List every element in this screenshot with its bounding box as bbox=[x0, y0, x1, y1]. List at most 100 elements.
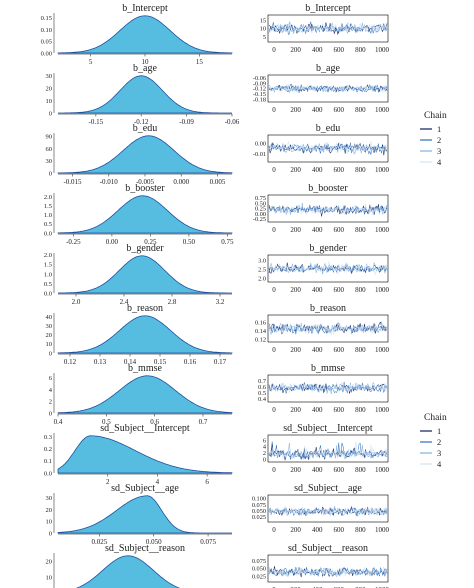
density-y-tick-label: 40 bbox=[46, 314, 53, 321]
trace-y-tick-label: 2 bbox=[263, 450, 266, 457]
trace-line-chain-1 bbox=[268, 323, 388, 336]
trace-line-chain-2 bbox=[268, 442, 388, 461]
density-y-tick-label: 0.3 bbox=[44, 434, 52, 441]
trace-line-chain-3 bbox=[268, 83, 388, 93]
density-x-tick-label: 0.4 bbox=[54, 418, 63, 426]
trace-line-chain-3 bbox=[268, 566, 388, 577]
density-y-tick-label: 60 bbox=[46, 146, 53, 153]
density-x-tick-label: -0.010 bbox=[100, 178, 119, 186]
trace-x-tick-label: 800 bbox=[355, 46, 366, 54]
density-x-tick-label: 10 bbox=[142, 58, 150, 66]
density-x-tick-label: 0.50 bbox=[183, 238, 196, 246]
trace-title: b_edu bbox=[316, 123, 340, 134]
trace-y-tick-label: 0.14 bbox=[255, 328, 267, 335]
trace-x-tick-label: 0 bbox=[272, 466, 276, 474]
trace-frame bbox=[267, 434, 389, 463]
legend-label: 1 bbox=[437, 426, 441, 436]
trace-x-tick-label: 1000 bbox=[375, 346, 390, 354]
trace-x-tick-label: 800 bbox=[355, 226, 366, 234]
density-area bbox=[57, 375, 233, 414]
density-y-tick-label: 0 bbox=[49, 350, 52, 357]
trace-x-tick-label: 400 bbox=[312, 46, 323, 54]
trace-title: b_age bbox=[316, 63, 340, 74]
trace-y-tick-label: 6 bbox=[263, 437, 266, 444]
trace-y-tick-label: 0.075 bbox=[252, 502, 266, 509]
density-y-tick-label: 0.05 bbox=[41, 39, 52, 46]
trace-y-tick-label: 0.16 bbox=[255, 319, 266, 326]
trace-title: b_reason bbox=[310, 303, 346, 314]
trace-y-tick-label: 2.5 bbox=[258, 267, 266, 274]
trace-x-tick-label: 400 bbox=[312, 466, 323, 474]
trace-x-tick-label: 1000 bbox=[375, 166, 390, 174]
trace-x-tick-label: 1000 bbox=[375, 286, 390, 294]
trace-x-tick-label: 200 bbox=[290, 166, 301, 174]
trace-line-chain-2 bbox=[268, 321, 388, 335]
density-x-tick-label: 0.75 bbox=[221, 238, 234, 246]
trace-x-tick-label: 600 bbox=[334, 526, 345, 534]
density-x-tick-label: 0.25 bbox=[144, 238, 157, 246]
density-panel: b_reason 0.12 0.13 0.14 0.15 0.16 0.17 0 10 20 30 4… bbox=[46, 303, 233, 366]
density-panel: b_Intercept 5 10 15 0.00 0.05 0.10 0.15 bbox=[41, 3, 233, 66]
trace-x-tick-label: 600 bbox=[334, 166, 345, 174]
density-panel: sd_Subject__Intercept 2 4 6 0.0 0.1 0.2 0.3 bbox=[44, 423, 233, 486]
density-title: b_Intercept bbox=[122, 3, 168, 14]
trace-title: b_Intercept bbox=[305, 3, 351, 14]
trace-line-chain-1 bbox=[268, 441, 388, 460]
density-x-tick-label: -0.12 bbox=[134, 118, 149, 126]
density-y-tick-label: 2.0 bbox=[44, 194, 52, 201]
density-y-tick-label: 0 bbox=[49, 170, 52, 177]
density-y-tick-label: 0 bbox=[49, 530, 52, 537]
density-x-tick-label: 0.17 bbox=[214, 358, 227, 366]
legend-title: Chain bbox=[424, 111, 447, 121]
density-y-tick-label: 10 bbox=[46, 98, 53, 105]
density-y-tick-label: 2.0 bbox=[44, 252, 52, 259]
trace-y-tick-label: -0.12 bbox=[253, 86, 266, 93]
trace-y-tick-label: 0.6 bbox=[258, 384, 266, 391]
trace-y-tick-label: 0.025 bbox=[252, 514, 266, 521]
density-x-tick-label: 0.7 bbox=[199, 418, 208, 426]
density-x-tick-label: 4 bbox=[156, 478, 160, 486]
density-y-tick-label: 10 bbox=[46, 341, 53, 348]
trace-y-tick-label: -0.15 bbox=[253, 91, 266, 98]
density-y-tick-label: 0.0 bbox=[44, 290, 52, 297]
density-x-tick-label: 0.000 bbox=[173, 178, 189, 186]
trace-x-tick-label: 0 bbox=[272, 46, 276, 54]
density-panel: b_gender 2.0 2.4 2.8 3.2 0.0 0.5 1.0 1.5 2.0 bbox=[44, 243, 232, 306]
trace-line-chain-1 bbox=[268, 506, 388, 517]
trace-y-tick-label: -0.09 bbox=[253, 80, 266, 87]
legend-label: 3 bbox=[437, 448, 441, 458]
density-area bbox=[57, 15, 233, 54]
trace-line-chain-3 bbox=[268, 322, 388, 335]
trace-x-tick-label: 600 bbox=[334, 46, 345, 54]
density-title: b_edu bbox=[133, 123, 157, 134]
trace-frame bbox=[267, 374, 389, 403]
trace-y-tick-label: 3.0 bbox=[258, 258, 266, 265]
density-x-tick-label: -0.06 bbox=[225, 118, 240, 126]
density-y-tick-label: 30 bbox=[46, 73, 53, 80]
trace-line-chain-1 bbox=[268, 21, 388, 34]
density-x-tick-label: 3.2 bbox=[216, 298, 225, 306]
trace-y-tick-label: 0.050 bbox=[252, 566, 266, 573]
density-y-tick-label: 0 bbox=[49, 110, 52, 117]
trace-x-tick-label: 400 bbox=[312, 406, 323, 414]
trace-y-tick-label: 10 bbox=[260, 26, 266, 33]
legend-label: 4 bbox=[437, 459, 442, 469]
trace-x-tick-label: 400 bbox=[312, 286, 323, 294]
trace-frame bbox=[267, 134, 389, 163]
density-x-tick-label: 0.13 bbox=[94, 358, 107, 366]
density-title: b_mmse bbox=[128, 363, 162, 374]
density-x-tick-label: 0.16 bbox=[184, 358, 197, 366]
density-area bbox=[75, 555, 181, 588]
density-x-tick-label: 0.075 bbox=[200, 538, 216, 546]
trace-line-chain-1 bbox=[268, 83, 388, 94]
trace-x-tick-label: 0 bbox=[272, 226, 276, 234]
trace-x-tick-label: 200 bbox=[290, 346, 301, 354]
trace-frame bbox=[267, 194, 389, 223]
density-x-tick-label: 0.005 bbox=[210, 178, 226, 186]
trace-line-chain-4 bbox=[268, 442, 388, 461]
trace-x-tick-label: 800 bbox=[355, 466, 366, 474]
trace-frame bbox=[267, 14, 389, 43]
